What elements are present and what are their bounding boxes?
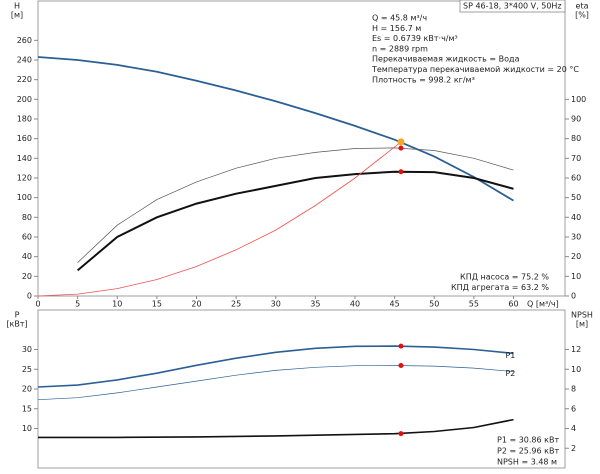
title-box xyxy=(459,0,566,13)
y-tick-label: 180 xyxy=(17,115,32,124)
x-tick-label: 5 xyxy=(75,300,80,309)
x-tick-label: 20 xyxy=(191,300,201,309)
y2-tick-label: 2 xyxy=(571,444,576,453)
y-tick-label: 200 xyxy=(17,95,32,104)
x-tick-label: 30 xyxy=(271,300,281,309)
y2-axis-title: eta xyxy=(576,2,589,11)
x-axis-title: Q [м³/ч] xyxy=(527,300,559,309)
note: КПД насоса = 75.2 % xyxy=(460,273,549,282)
x-tick-label: 35 xyxy=(310,300,320,309)
y2-tick-label: 80 xyxy=(571,134,581,143)
y-tick-label: 20 xyxy=(22,272,32,281)
y-axis-unit: [м] xyxy=(11,11,23,20)
series-line xyxy=(38,418,514,439)
chart-title: SP 46-18, 3*400 V, 50Hz xyxy=(463,2,562,11)
x-tick-label: 0 xyxy=(35,300,40,309)
y-tick-label: 10 xyxy=(22,424,32,433)
annotation: Температура перекачиваемой жидкости = 20… xyxy=(371,65,579,74)
y2-tick-label: 40 xyxy=(571,213,581,222)
x-tick-label: 55 xyxy=(469,300,479,309)
y2-tick-label: 70 xyxy=(571,154,581,163)
y2-tick-label: 10 xyxy=(571,365,581,374)
annotation: Перекачиваемая жидкость = Вода xyxy=(372,55,520,64)
y-axis-title: P xyxy=(15,311,20,320)
x-tick-label: 60 xyxy=(508,300,518,309)
y2-tick-label: 8 xyxy=(571,385,576,394)
x-tick-label: 40 xyxy=(350,300,360,309)
y-tick-label: 0 xyxy=(27,292,32,301)
y-tick-label: 60 xyxy=(22,233,32,242)
y2-tick-label: 10 xyxy=(571,272,581,281)
y2-tick-label: 6 xyxy=(571,404,576,413)
y-tick-label: 15 xyxy=(22,404,32,413)
y-tick-label: 20 xyxy=(22,385,32,394)
series-line xyxy=(37,56,514,202)
duty-point xyxy=(397,138,405,146)
x-tick-label: 50 xyxy=(429,300,439,309)
y-tick-label: 160 xyxy=(17,134,32,143)
annotation: Плотность = 998.2 кг/м³ xyxy=(372,75,475,84)
duty-point xyxy=(398,431,404,437)
annotation: Q = 45.8 м³/ч xyxy=(372,14,427,23)
y-tick-label: 240 xyxy=(17,56,32,65)
note: P2 = 25.96 кВт xyxy=(497,447,559,456)
y2-tick-label: 50 xyxy=(571,193,581,202)
y-tick-label: 30 xyxy=(22,345,32,354)
y2-tick-label: 90 xyxy=(571,115,581,124)
y2-tick-label: 0 xyxy=(571,292,576,301)
y-axis-unit: [кВт] xyxy=(6,320,27,329)
series-line xyxy=(37,365,514,401)
duty-point xyxy=(398,169,404,175)
y2-axis-unit: [%] xyxy=(575,11,589,20)
x-tick-label: 10 xyxy=(112,300,122,309)
y2-tick-label: 12 xyxy=(571,345,581,354)
y-tick-label: 80 xyxy=(22,213,32,222)
y2-tick-label: 4 xyxy=(571,424,576,433)
plot-frame xyxy=(37,0,566,297)
series-line xyxy=(76,170,514,272)
annotation: Es = 0.6739 кВт·ч/м³ xyxy=(372,34,458,43)
y2-tick-label: 60 xyxy=(571,174,581,183)
y2-axis-title: NPSH xyxy=(571,311,593,320)
annotation: n = 2889 rpm xyxy=(372,44,428,53)
y2-tick-label: 100 xyxy=(571,95,586,104)
y-tick-label: 220 xyxy=(17,75,32,84)
y-tick-label: 25 xyxy=(22,365,32,374)
series-label: P2 xyxy=(505,369,515,378)
note: КПД агрегата = 63.2 % xyxy=(451,283,549,292)
series-line xyxy=(77,147,514,263)
series-line xyxy=(37,345,514,388)
series-label: P1 xyxy=(505,351,515,360)
note: NPSH = 3.48 м xyxy=(497,458,557,467)
y-tick-label: 260 xyxy=(17,36,32,45)
y-tick-label: 40 xyxy=(22,252,32,261)
y-axis-title: H xyxy=(14,2,20,11)
note: P1 = 30.86 кВт xyxy=(497,436,559,445)
y2-tick-label: 20 xyxy=(571,252,581,261)
x-tick-label: 45 xyxy=(390,300,400,309)
duty-point xyxy=(398,343,404,349)
x-tick-label: 15 xyxy=(152,300,162,309)
annotation: H = 156.7 м xyxy=(372,24,421,33)
y2-axis-unit: [м] xyxy=(576,320,588,329)
duty-point xyxy=(398,362,404,368)
x-tick-label: 25 xyxy=(231,300,241,309)
y-tick-label: 100 xyxy=(17,193,32,202)
y-tick-label: 140 xyxy=(17,154,32,163)
y2-tick-label: 30 xyxy=(571,233,581,242)
duty-point xyxy=(398,145,404,151)
series-line xyxy=(37,141,402,297)
y-tick-label: 120 xyxy=(17,174,32,183)
